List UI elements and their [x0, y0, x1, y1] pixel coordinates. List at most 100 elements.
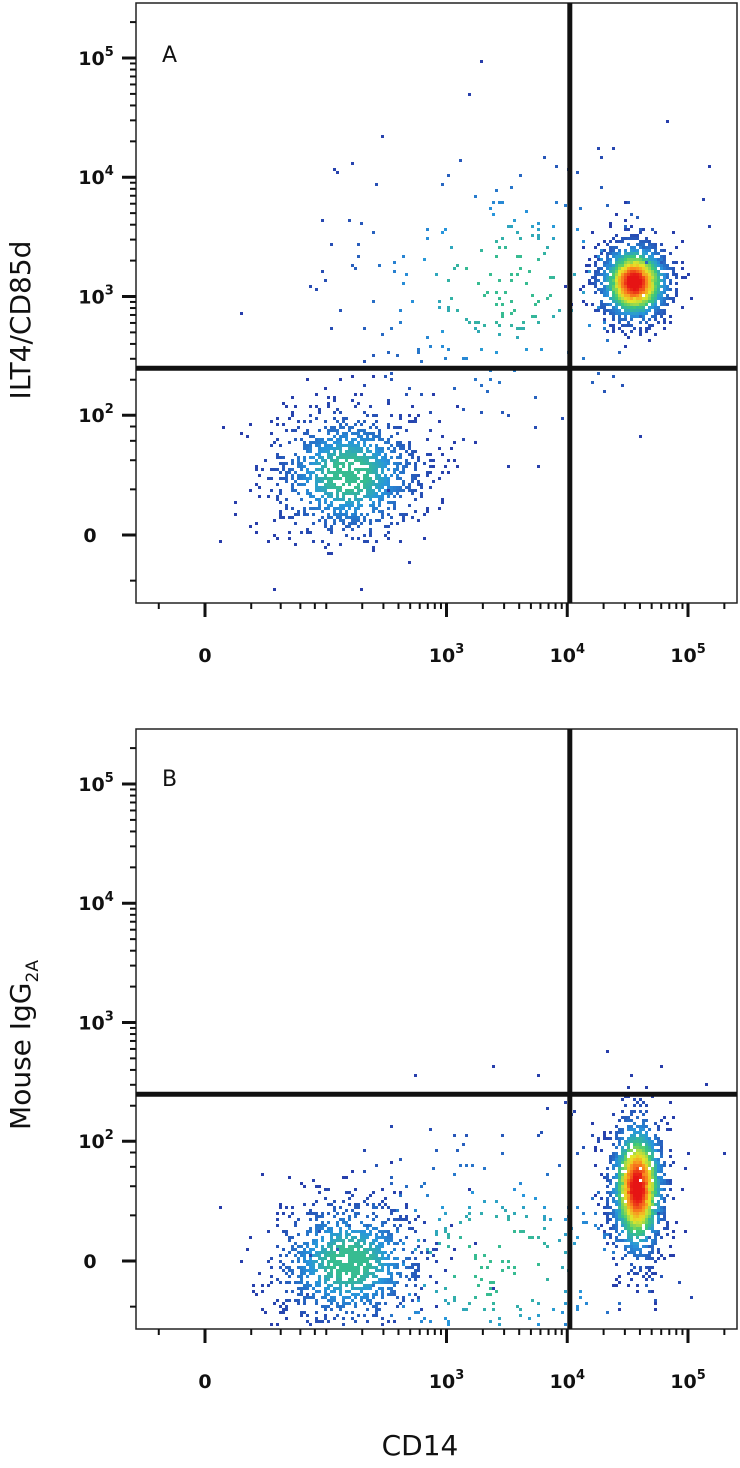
pb-event-point: [663, 1182, 666, 1185]
pb-event-point: [627, 1140, 630, 1143]
pa-event-point: [663, 282, 666, 285]
pa-event-point: [297, 483, 300, 486]
pb-event-point: [288, 1269, 291, 1272]
pa-event-point: [381, 333, 384, 336]
pb-event-point: [345, 1296, 348, 1299]
pa-event-point: [336, 420, 339, 423]
pb-event-point: [639, 1269, 642, 1272]
pb-event-point: [615, 1191, 618, 1194]
pa-event-point: [351, 528, 354, 531]
pa-event-point: [381, 498, 384, 501]
pb-event-point: [309, 1254, 312, 1257]
pa-event-point: [606, 294, 609, 297]
pa-event-point: [327, 543, 330, 546]
pa-event-point: [360, 456, 363, 459]
pa-event-point: [672, 273, 675, 276]
pa-event-point: [294, 405, 297, 408]
pb-event-point: [642, 1230, 645, 1233]
pa-event-point: [645, 240, 648, 243]
pa-x-tick-label: 103: [429, 642, 465, 667]
pb-event-point: [612, 1167, 615, 1170]
pa-event-point: [351, 474, 354, 477]
pb-event-point: [579, 1290, 582, 1293]
pb-event-point: [645, 1257, 648, 1260]
pa-event-point: [456, 405, 459, 408]
pb-event-point: [639, 1155, 642, 1158]
pb-event-point: [453, 1134, 456, 1137]
pa-event-point: [630, 237, 633, 240]
pb-event-point: [624, 1155, 627, 1158]
pb-event-point: [345, 1311, 348, 1314]
pb-event-point: [402, 1218, 405, 1221]
pa-y-tick-exp: 4: [105, 164, 114, 179]
pb-event-point: [399, 1224, 402, 1227]
pa-event-point: [309, 420, 312, 423]
pb-event-point: [396, 1296, 399, 1299]
pa-event-point: [426, 453, 429, 456]
pb-event-point: [312, 1263, 315, 1266]
pa-event-point: [411, 450, 414, 453]
pb-event-point: [657, 1182, 660, 1185]
pa-event-point: [636, 282, 639, 285]
pb-event-point: [648, 1206, 651, 1209]
pa-event-point: [381, 477, 384, 480]
pb-event-point: [267, 1284, 270, 1287]
pb-event-point: [624, 1149, 627, 1152]
pa-event-point: [657, 270, 660, 273]
pa-event-point: [603, 285, 606, 288]
pb-event-point: [321, 1227, 324, 1230]
pa-event-point: [666, 273, 669, 276]
pa-event-point: [498, 297, 501, 300]
pb-event-point: [315, 1233, 318, 1236]
pb-event-point: [627, 1116, 630, 1119]
pb-event-point: [609, 1155, 612, 1158]
pa-event-point: [486, 390, 489, 393]
pa-event-point: [651, 246, 654, 249]
pb-event-point: [345, 1221, 348, 1224]
pa-event-point: [336, 438, 339, 441]
pa-event-point: [351, 492, 354, 495]
pb-event-point: [672, 1236, 675, 1239]
pa-event-point: [351, 453, 354, 456]
pa-event-point: [309, 414, 312, 417]
pb-event-point: [381, 1233, 384, 1236]
pb-event-point: [360, 1296, 363, 1299]
pa-event-point: [453, 267, 456, 270]
pa-event-point: [381, 483, 384, 486]
pa-event-point: [369, 462, 372, 465]
pb-event-point: [654, 1137, 657, 1140]
pa-event-point: [636, 270, 639, 273]
pa-event-point: [624, 315, 627, 318]
pa-event-point: [624, 309, 627, 312]
pa-event-point: [597, 306, 600, 309]
pb-event-point: [645, 1140, 648, 1143]
pb-event-point: [432, 1167, 435, 1170]
pa-event-point: [315, 405, 318, 408]
pb-event-point: [609, 1233, 612, 1236]
pa-event-point: [537, 465, 540, 468]
pa-event-point: [636, 294, 639, 297]
pb-event-point: [297, 1302, 300, 1305]
pa-event-point: [618, 240, 621, 243]
pb-event-point: [381, 1290, 384, 1293]
pa-event-point: [417, 456, 420, 459]
pb-event-point: [594, 1212, 597, 1215]
pb-event-point: [636, 1149, 639, 1152]
pb-event-point: [591, 1134, 594, 1137]
pa-event-point: [645, 264, 648, 267]
pa-event-point: [354, 453, 357, 456]
pb-event-point: [612, 1176, 615, 1179]
pa-event-point: [648, 285, 651, 288]
pb-event-point: [663, 1116, 666, 1119]
pb-event-point: [645, 1110, 648, 1113]
pa-event-point: [387, 486, 390, 489]
pb-event-point: [306, 1260, 309, 1263]
pa-event-point: [414, 510, 417, 513]
pb-event-point: [648, 1158, 651, 1161]
pa-event-point: [396, 465, 399, 468]
pb-event-point: [636, 1230, 639, 1233]
pa-event-point: [669, 315, 672, 318]
pb-event-point: [342, 1176, 345, 1179]
pb-event-point: [627, 1128, 630, 1131]
pb-event-point: [429, 1275, 432, 1278]
